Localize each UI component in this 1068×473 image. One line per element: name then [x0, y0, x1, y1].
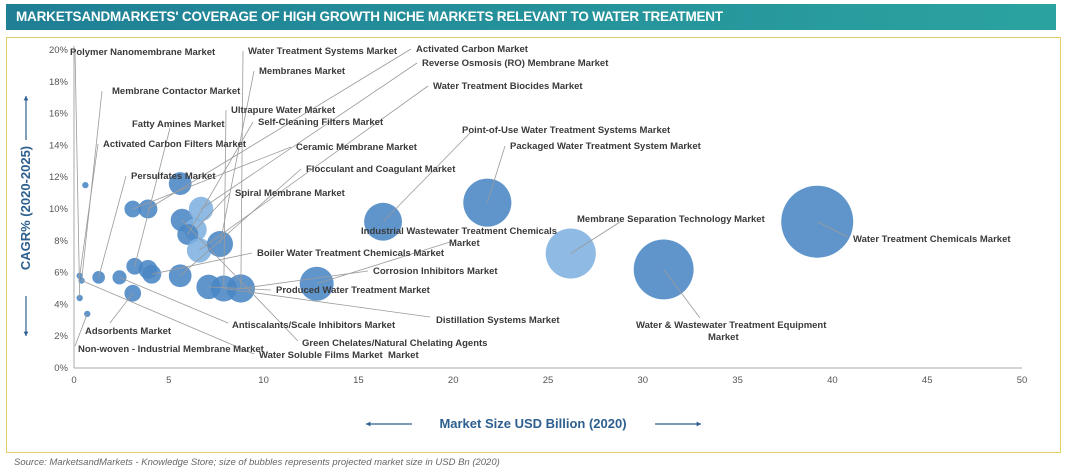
x-tick-label: 40	[827, 375, 838, 386]
data-label: Reverse Osmosis (RO) Membrane Market	[422, 58, 609, 69]
x-tick-label: 45	[922, 375, 933, 386]
data-label: Spiral Membrane Market	[235, 188, 346, 199]
data-label: Point-of-Use Water Treatment Systems Mar…	[462, 125, 671, 136]
data-label: Distillation Systems Market	[436, 315, 560, 326]
data-label: Water Treatment Biocides Market	[433, 81, 583, 92]
leader-line	[132, 146, 292, 210]
x-axis-title: Market Size USD Billion (2020)	[439, 416, 626, 431]
data-label: Membranes Market	[259, 66, 346, 77]
leader-line	[223, 288, 431, 318]
data-label: Membrane Separation Technology Market	[577, 214, 766, 225]
leader-line	[81, 280, 255, 355]
leader-line	[74, 49, 81, 299]
leader-line	[240, 270, 369, 289]
data-label: Ceramic Membrane Market	[296, 142, 418, 153]
leader-line	[181, 219, 299, 342]
leader-line	[240, 50, 244, 289]
leader-line	[486, 145, 506, 203]
data-label: Water Treatment Systems Market	[248, 46, 398, 57]
leader-line	[219, 70, 255, 245]
data-label: Activated Carbon Filters Market	[103, 139, 247, 150]
leader-line	[147, 48, 412, 210]
data-label: Boiler Water Treatment Chemicals Market	[257, 248, 445, 259]
x-tick-label: 30	[638, 375, 649, 386]
y-tick-label: 4%	[54, 299, 68, 310]
leader-line	[187, 121, 254, 235]
y-tick-label: 0%	[54, 363, 68, 374]
x-arrow-right-head	[696, 421, 701, 427]
data-label: Water Soluble Films Market	[259, 350, 384, 361]
data-label: Produced Water Treatment Market	[276, 285, 431, 296]
x-tick-label: 15	[353, 375, 364, 386]
leader-line	[198, 85, 429, 251]
data-label: Self-Cleaning Filters Market	[258, 117, 384, 128]
data-label: Activated Carbon Market	[416, 44, 529, 55]
leader-lines	[74, 48, 849, 355]
y-tick-label: 8%	[54, 236, 68, 247]
chart-frame	[6, 37, 1061, 453]
leader-line	[817, 221, 849, 238]
data-label: Industrial Wastewater Treatment Chemical…	[361, 226, 557, 249]
y-axis-title: CAGR% (2020-2025)	[18, 146, 33, 270]
data-label: Water & Wastewater Treatment Equipment Ma…	[636, 320, 827, 343]
x-tick-label: 5	[166, 375, 171, 386]
leader-line	[208, 286, 272, 291]
y-tick-label: 6%	[54, 268, 68, 279]
leader-line	[74, 313, 88, 347]
bubble	[124, 284, 142, 302]
y-tick-label: 2%	[54, 331, 68, 342]
data-label: Water Treatment Chemicals Market	[853, 234, 1011, 245]
data-label: Adsorbents Market	[85, 326, 172, 337]
bubble	[168, 264, 192, 288]
chart-title: MARKETSANDMARKETS' COVERAGE OF HIGH GROW…	[6, 4, 1056, 30]
x-tick-label: 10	[258, 375, 269, 386]
data-label: Persulfates Market	[131, 171, 216, 182]
bubble	[168, 172, 192, 195]
x-tick-label: 50	[1017, 375, 1028, 386]
y-arrow-up-head	[23, 96, 29, 101]
data-label: Polymer Nanomembrane Market	[70, 47, 216, 58]
leader-line	[98, 175, 127, 278]
data-label: Green Chelates/Natural Chelating Agents M…	[302, 338, 487, 361]
data-label: Packaged Water Treatment System Market	[510, 141, 702, 152]
x-arrow-left-head	[366, 421, 371, 427]
data-label: Antiscalants/Scale Inhibitors Market	[232, 320, 396, 331]
data-labels: Polymer Nanomembrane Market Membrane Cont…	[70, 44, 1011, 361]
y-tick-label: 12%	[49, 172, 69, 183]
data-label: Corrosion Inhibitors Market	[373, 266, 498, 277]
leader-line	[179, 168, 302, 277]
source-note: Source: MarketsandMarkets - Knowledge St…	[14, 457, 500, 468]
leader-line	[134, 127, 171, 267]
leader-line	[195, 192, 231, 230]
leader-line	[316, 241, 451, 285]
leader-line	[663, 269, 701, 319]
y-tick-label: 10%	[49, 204, 69, 215]
data-label: Membrane Contactor Market	[112, 86, 241, 97]
y-tick-label: 18%	[49, 77, 69, 88]
data-label: Non-woven - Industrial Membrane Market	[78, 344, 265, 355]
leader-line	[570, 221, 621, 254]
bubble	[82, 181, 89, 189]
leader-line	[382, 132, 471, 222]
x-tick-label: 35	[732, 375, 743, 386]
y-arrow-down-head	[23, 331, 29, 336]
leader-line	[79, 143, 99, 276]
leader-line	[151, 252, 253, 275]
data-label: Ultrapure Water Market	[231, 105, 336, 116]
data-label: Flocculant and Coagulant Market	[306, 164, 456, 175]
leader-line	[200, 62, 418, 210]
x-tick-label: 25	[543, 375, 554, 386]
x-tick-label: 20	[448, 375, 459, 386]
x-tick-label: 0	[71, 375, 76, 386]
y-tick-label: 16%	[49, 109, 69, 120]
leader-line	[109, 293, 134, 324]
y-tick-label: 20%	[49, 45, 69, 56]
leader-line	[119, 277, 229, 324]
y-tick-label: 14%	[49, 140, 69, 151]
data-label: Fatty Amines Market	[132, 119, 225, 130]
